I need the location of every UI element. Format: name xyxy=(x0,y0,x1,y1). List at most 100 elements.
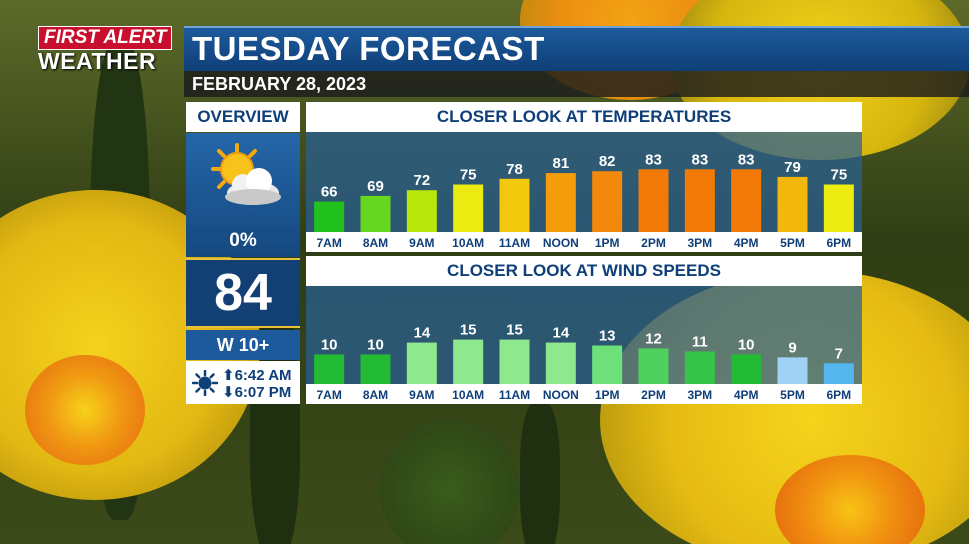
wind-bar xyxy=(406,342,437,384)
forecast-date: FEBRUARY 28, 2023 xyxy=(192,74,367,94)
sunrise-arrow-icon: ⬆ xyxy=(222,367,235,384)
wind-bar xyxy=(453,339,484,384)
temperature-value-label: 82 xyxy=(599,153,616,170)
wind-plot-area xyxy=(306,286,862,384)
temperature-category-label: 4PM xyxy=(734,236,759,250)
partly-sunny-icon xyxy=(211,143,281,205)
wind-value-label: 12 xyxy=(645,330,662,347)
temperature-bar xyxy=(592,171,623,232)
temperature-category-label: 10AM xyxy=(452,236,484,250)
temperature-value-label: 75 xyxy=(830,167,847,184)
temperature-value-label: 72 xyxy=(413,172,430,189)
wind-value-label: 10 xyxy=(321,336,338,353)
wind-value-label: 13 xyxy=(599,328,616,345)
wind-category-label: 3PM xyxy=(687,388,712,402)
temperature-panel: CLOSER LOOK AT TEMPERATURES 66 7AM 69 8AM 72… xyxy=(306,102,862,252)
wind-panel: CLOSER LOOK AT WIND SPEEDS 10 7AM 10 8AM 14 9… xyxy=(306,256,862,404)
temperature-bar xyxy=(314,201,345,232)
sunrise-time: 6:42 AM xyxy=(234,367,292,384)
precip-chance: 0% xyxy=(229,230,257,251)
wind-bar xyxy=(314,354,345,384)
wind-value-label: 10 xyxy=(738,336,755,353)
sunset-time: 6:07 PM xyxy=(234,384,292,401)
wind-chart: 10 7AM 10 8AM 14 9AM 15 10AM 15 11AM 14 NOON 13 1PM 12… xyxy=(306,286,862,404)
temperature-bar xyxy=(777,176,808,232)
wind-chart-title: CLOSER LOOK AT WIND SPEEDS xyxy=(306,256,862,286)
temperature-value-label: 66 xyxy=(321,184,338,201)
temperature-bar xyxy=(823,184,854,232)
wind-value-label: 15 xyxy=(460,322,477,339)
wind-bar xyxy=(777,357,808,384)
wind-category-label: 4PM xyxy=(734,388,759,402)
wind-value-label: 7 xyxy=(835,345,843,362)
temperature-bar xyxy=(499,178,530,232)
temperature-bar xyxy=(731,169,762,232)
wind-category-label: 10AM xyxy=(452,388,484,402)
station-logo: FIRST ALERT WEATHER xyxy=(38,26,180,74)
wind-value-label: 10 xyxy=(367,336,384,353)
wind-value-label: 14 xyxy=(552,325,569,342)
temperature-label-strip xyxy=(306,232,862,252)
wind-category-label: 5PM xyxy=(780,388,805,402)
sun-icon xyxy=(192,370,218,396)
temperature-value-label: 83 xyxy=(691,151,708,168)
wind-category-label: 6PM xyxy=(826,388,851,402)
overview-icon-box: 0% xyxy=(186,133,300,257)
wind-category-label: 11AM xyxy=(499,388,530,402)
temperature-bar xyxy=(453,184,484,232)
temperature-category-label: NOON xyxy=(543,236,579,250)
overview-label: OVERVIEW xyxy=(186,102,300,132)
temperature-category-label: 8AM xyxy=(363,236,388,250)
wind-bar xyxy=(499,339,530,384)
temperature-category-label: 5PM xyxy=(780,236,805,250)
page-title: TUESDAY FORECAST xyxy=(192,30,545,67)
wind-bar xyxy=(545,342,576,384)
wind-bar xyxy=(592,345,623,384)
temperature-value-label: 69 xyxy=(367,178,384,195)
wind-value-label: 14 xyxy=(413,325,430,342)
wind-bar xyxy=(684,351,715,384)
sunset-arrow-icon: ⬇ xyxy=(222,384,235,401)
temperature-value-label: 83 xyxy=(645,151,662,168)
temperature-bar xyxy=(360,195,391,232)
temperature-category-label: 2PM xyxy=(641,236,666,250)
wind-bar xyxy=(823,363,854,384)
logo-weather: WEATHER xyxy=(38,48,157,74)
wind-summary: W 10+ xyxy=(186,330,300,360)
temperature-value-label: 83 xyxy=(738,151,755,168)
wind-label-strip xyxy=(306,384,862,404)
temperature-category-label: 3PM xyxy=(687,236,712,250)
wind-bar xyxy=(638,348,669,384)
wind-value-label: 9 xyxy=(788,339,796,356)
wind-value-label: 11 xyxy=(692,333,708,350)
temperature-category-label: 7AM xyxy=(316,236,341,250)
wind-category-label: 8AM xyxy=(363,388,388,402)
temperature-value-label: 79 xyxy=(784,159,801,176)
temperature-bar xyxy=(638,169,669,232)
temperature-category-label: 11AM xyxy=(499,236,530,250)
temperature-bar xyxy=(545,173,576,232)
wind-category-label: 7AM xyxy=(316,388,341,402)
overview-panel: OVERVIEW 0% 84 W 10+ xyxy=(186,102,300,404)
date-bar: FEBRUARY 28, 2023 xyxy=(184,71,969,97)
wind-category-label: 2PM xyxy=(641,388,666,402)
wind-value-label: 15 xyxy=(506,322,523,339)
temperature-chart-title: CLOSER LOOK AT TEMPERATURES xyxy=(306,102,862,132)
logo-first-alert: FIRST ALERT xyxy=(38,26,173,50)
wind-bar xyxy=(731,354,762,384)
temperature-bar xyxy=(684,169,715,232)
temperature-value-label: 81 xyxy=(552,155,569,172)
temperature-category-label: 1PM xyxy=(595,236,620,250)
high-temperature: 84 xyxy=(186,258,300,328)
wind-category-label: 9AM xyxy=(409,388,434,402)
wind-category-label: NOON xyxy=(543,388,579,402)
sun-times: ⬆6:42 AM ⬇6:07 PM xyxy=(186,361,300,404)
temperature-bar xyxy=(406,190,437,232)
wind-bar xyxy=(360,354,391,384)
temperature-plot-area xyxy=(306,132,862,232)
wind-category-label: 1PM xyxy=(595,388,620,402)
title-bar: TUESDAY FORECAST xyxy=(184,26,969,71)
temperature-chart: 66 7AM 69 8AM 72 9AM 75 10AM 78 11AM 81 NOON 82 1PM 83… xyxy=(306,132,862,252)
temperature-category-label: 6PM xyxy=(826,236,851,250)
temperature-value-label: 75 xyxy=(460,167,477,184)
